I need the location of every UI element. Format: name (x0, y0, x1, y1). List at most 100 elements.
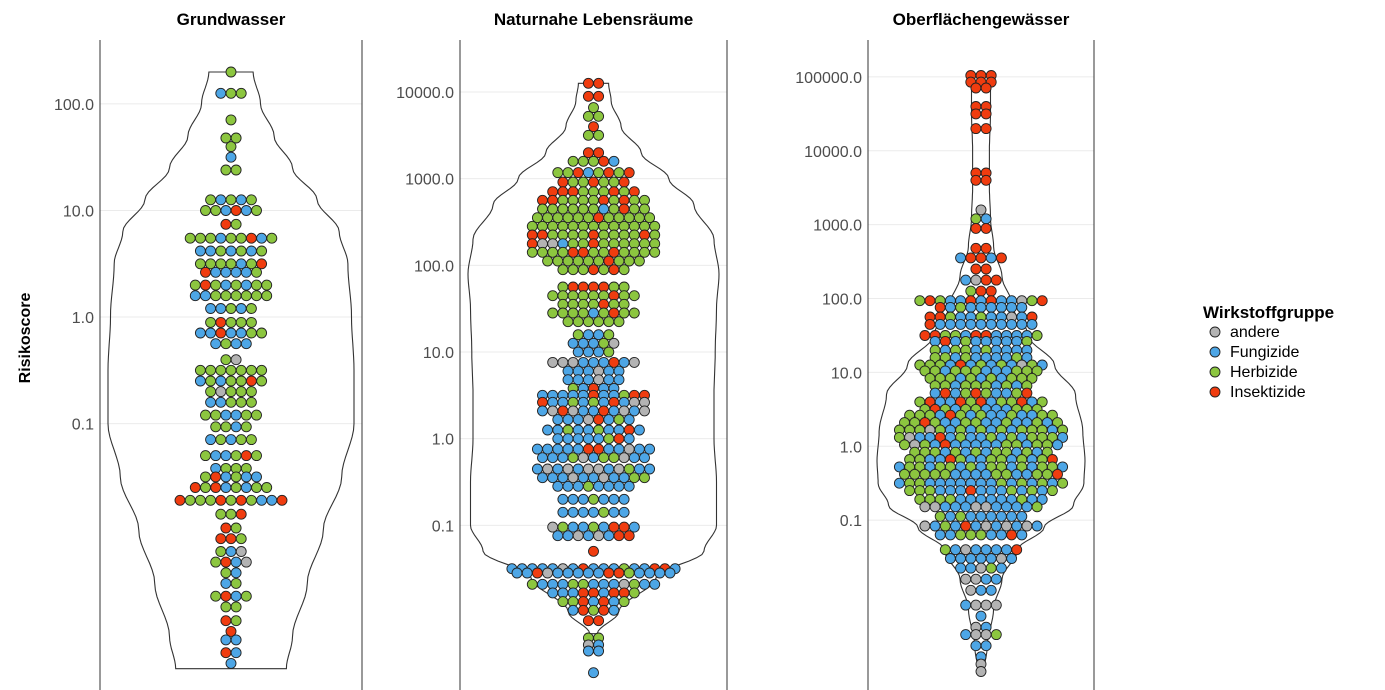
data-point (588, 102, 599, 114)
data-point (970, 599, 982, 611)
data-point (210, 590, 222, 602)
legend-label: Insektizide (1230, 384, 1306, 401)
data-point (593, 110, 605, 122)
data-point (577, 264, 589, 276)
data-point (577, 155, 589, 167)
data-point (985, 562, 997, 574)
data-point (1011, 501, 1023, 513)
data-point (220, 615, 232, 627)
data-point (205, 316, 217, 328)
data-point (220, 556, 232, 568)
data-point (235, 364, 247, 376)
data-point (225, 114, 237, 126)
data-point (572, 167, 584, 179)
data-point (623, 480, 635, 492)
data-point (919, 330, 931, 341)
data-point (521, 567, 533, 579)
legend-entry: andere (1209, 324, 1280, 341)
data-point (975, 562, 987, 574)
data-point (225, 434, 237, 446)
data-point (980, 573, 992, 585)
data-point (230, 647, 242, 659)
data-point (664, 567, 676, 579)
data-point (225, 533, 237, 545)
data-point (990, 599, 1002, 611)
data-point (990, 520, 1002, 532)
data-point (220, 590, 232, 602)
data-point (944, 318, 956, 330)
data-point (210, 205, 222, 216)
data-point (593, 567, 605, 579)
data-point (608, 506, 620, 518)
data-point (240, 421, 252, 433)
data-point (240, 471, 252, 483)
legend-entries: andere Fungizide Herbizide Insektizide (1209, 324, 1306, 401)
data-point (975, 610, 987, 622)
data-point (194, 327, 206, 339)
data-point (970, 387, 982, 399)
data-point (960, 599, 972, 611)
data-point (542, 424, 554, 436)
data-point (1021, 520, 1033, 532)
data-point (955, 553, 967, 564)
data-point (572, 567, 584, 579)
data-point (955, 529, 967, 541)
data-point (990, 387, 1002, 399)
data-point (200, 279, 211, 291)
data-point (582, 433, 594, 445)
data-point (245, 303, 257, 314)
data-point (230, 556, 242, 568)
data-point (240, 290, 252, 302)
data-point (608, 337, 620, 349)
data-point (1011, 520, 1023, 532)
data-point (235, 245, 247, 257)
data-point (919, 501, 931, 513)
data-point (588, 452, 599, 464)
data-point (970, 629, 982, 641)
legend-label: Herbizide (1230, 364, 1298, 381)
data-point (1006, 510, 1018, 522)
data-point (225, 303, 237, 314)
data-point (623, 414, 635, 426)
data-point (194, 375, 206, 387)
data-point (235, 546, 247, 557)
data-point (1052, 468, 1063, 480)
data-point (572, 530, 584, 542)
legend-marker (1209, 366, 1221, 378)
data-point (1011, 387, 1023, 399)
data-point (215, 87, 227, 99)
legend-label: Fungizide (1230, 344, 1299, 361)
data-point (220, 601, 232, 613)
data-point (225, 327, 237, 339)
data-point (603, 316, 615, 328)
data-point (929, 520, 941, 532)
data-point (965, 510, 977, 522)
data-point (1041, 446, 1053, 458)
data-point (567, 493, 579, 505)
data-point (215, 533, 227, 545)
data-point (588, 506, 599, 518)
data-point (593, 480, 605, 492)
data-point (572, 433, 584, 445)
data-point (970, 468, 982, 480)
data-point (562, 480, 574, 492)
data-point (230, 205, 242, 216)
data-point (950, 544, 961, 556)
data-point (1021, 501, 1033, 513)
violin-outline (467, 82, 720, 635)
data-point (261, 279, 273, 291)
data-point (1052, 439, 1063, 451)
data-point (628, 290, 640, 302)
data-point (603, 480, 615, 492)
data-point (225, 625, 237, 637)
data-point (613, 530, 625, 542)
data-point (552, 480, 564, 492)
data-point (220, 450, 232, 462)
panel-3: 100000.0 10000.0 1000.0 100.0 10.0 1.0 0.1 Ober… (795, 10, 1095, 690)
data-point (970, 520, 982, 532)
data-point (939, 544, 951, 556)
data-point (266, 232, 278, 244)
violin-outline (107, 71, 355, 670)
data-point (230, 290, 242, 302)
data-point (965, 301, 977, 313)
